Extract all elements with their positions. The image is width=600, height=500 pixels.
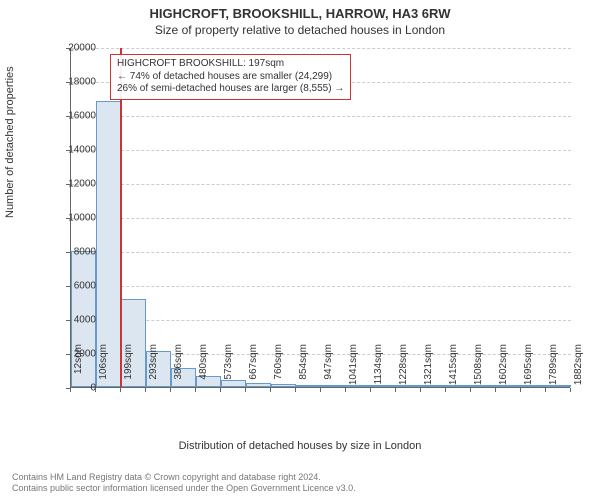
x-tick-mark (470, 388, 471, 392)
footer-line-1: Contains HM Land Registry data © Crown c… (12, 472, 356, 483)
x-tick-label: 760sqm (273, 344, 284, 380)
gridline (71, 116, 571, 117)
annotation-line-2: ← 74% of detached houses are smaller (24… (117, 71, 344, 84)
gridline (71, 184, 571, 185)
x-tick-label: 199sqm (123, 344, 134, 380)
y-tick-label: 4000 (46, 315, 96, 326)
annotation-box: HIGHCROFT BROOKSHILL: 197sqm ← 74% of de… (110, 54, 351, 100)
histogram-bar (546, 385, 571, 387)
x-axis-label: Distribution of detached houses by size … (0, 440, 600, 452)
y-axis-label: Number of detached properties (4, 66, 16, 218)
x-tick-mark (120, 388, 121, 392)
y-tick-label: 20000 (46, 43, 96, 54)
histogram-bar (271, 384, 296, 387)
histogram-bar (371, 385, 396, 387)
histogram-bar (246, 383, 271, 387)
x-tick-label: 573sqm (223, 344, 234, 380)
x-tick-label: 1321sqm (423, 344, 434, 385)
y-tick-mark (66, 82, 70, 83)
y-tick-mark (66, 286, 70, 287)
x-tick-mark (170, 388, 171, 392)
x-tick-label: 1415sqm (448, 344, 459, 385)
x-tick-label: 1695sqm (523, 344, 534, 385)
x-tick-mark (545, 388, 546, 392)
x-tick-mark (370, 388, 371, 392)
x-tick-label: 386sqm (173, 344, 184, 380)
gridline (71, 48, 571, 49)
y-tick-mark (66, 218, 70, 219)
footer: Contains HM Land Registry data © Crown c… (12, 472, 356, 494)
histogram-bar (496, 385, 521, 387)
x-tick-label: 667sqm (248, 344, 259, 380)
histogram-bar (396, 385, 421, 387)
x-tick-label: 854sqm (298, 344, 309, 380)
chart-title: HIGHCROFT, BROOKSHILL, HARROW, HA3 6RW (0, 0, 600, 21)
x-tick-label: 106sqm (98, 344, 109, 380)
gridline (71, 252, 571, 253)
y-tick-mark (66, 252, 70, 253)
chart-container: HIGHCROFT, BROOKSHILL, HARROW, HA3 6RW S… (0, 0, 600, 500)
y-tick-label: 12000 (46, 179, 96, 190)
x-tick-mark (245, 388, 246, 392)
x-tick-label: 1602sqm (498, 344, 509, 385)
histogram-bar (421, 385, 446, 387)
footer-line-2: Contains public sector information licen… (12, 483, 356, 494)
x-tick-mark (570, 388, 571, 392)
gridline (71, 286, 571, 287)
x-tick-mark (495, 388, 496, 392)
y-tick-mark (66, 320, 70, 321)
y-tick-mark (66, 116, 70, 117)
y-tick-label: 0 (46, 383, 96, 394)
gridline (71, 150, 571, 151)
x-tick-mark (270, 388, 271, 392)
x-tick-mark (220, 388, 221, 392)
annotation-line-1: HIGHCROFT BROOKSHILL: 197sqm (117, 58, 344, 71)
y-tick-mark (66, 48, 70, 49)
histogram-bar (446, 385, 471, 387)
y-tick-label: 10000 (46, 213, 96, 224)
x-tick-label: 1134sqm (373, 344, 384, 384)
y-tick-mark (66, 150, 70, 151)
y-tick-label: 8000 (46, 247, 96, 258)
x-tick-mark (445, 388, 446, 392)
y-tick-label: 18000 (46, 77, 96, 88)
x-tick-label: 1508sqm (473, 344, 484, 385)
y-tick-mark (66, 354, 70, 355)
x-tick-label: 1228sqm (398, 344, 409, 385)
chart-subtitle: Size of property relative to detached ho… (0, 21, 600, 41)
x-tick-mark (70, 388, 71, 392)
x-tick-label: 1882sqm (573, 344, 584, 385)
plot-area: HIGHCROFT BROOKSHILL: 197sqm ← 74% of de… (70, 48, 570, 388)
y-tick-label: 6000 (46, 281, 96, 292)
x-tick-label: 1789sqm (548, 344, 559, 385)
x-tick-label: 947sqm (323, 344, 334, 380)
x-tick-mark (295, 388, 296, 392)
y-tick-label: 2000 (46, 349, 96, 360)
x-tick-mark (95, 388, 96, 392)
x-tick-mark (145, 388, 146, 392)
x-tick-mark (345, 388, 346, 392)
histogram-bar (471, 385, 496, 387)
x-tick-mark (395, 388, 396, 392)
annotation-line-3: 26% of semi-detached houses are larger (… (117, 83, 344, 96)
y-tick-label: 14000 (46, 145, 96, 156)
x-tick-mark (195, 388, 196, 392)
histogram-bar (521, 385, 546, 387)
histogram-bar (296, 385, 321, 387)
histogram-bar (321, 385, 346, 387)
gridline (71, 320, 571, 321)
y-tick-mark (66, 184, 70, 185)
x-tick-mark (320, 388, 321, 392)
x-tick-label: 293sqm (148, 344, 159, 380)
gridline (71, 218, 571, 219)
x-tick-label: 12sqm (73, 344, 84, 374)
x-tick-mark (420, 388, 421, 392)
histogram-bar (221, 380, 246, 387)
histogram-bar (346, 385, 371, 387)
x-tick-label: 480sqm (198, 344, 209, 380)
x-tick-label: 1041sqm (348, 344, 359, 385)
y-tick-label: 16000 (46, 111, 96, 122)
x-tick-mark (520, 388, 521, 392)
